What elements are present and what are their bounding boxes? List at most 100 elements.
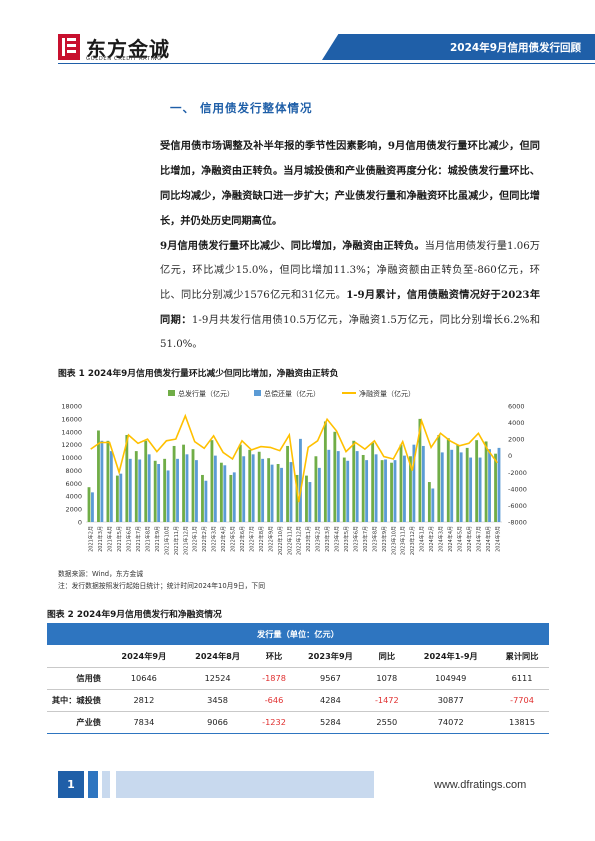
x-tick-label: 2024年1月 [419, 526, 426, 552]
bar-issuance [427, 482, 431, 522]
bar-issuance [295, 474, 299, 522]
y-tick-label-right: 0 [508, 452, 512, 460]
bar-issuance [456, 444, 460, 522]
y-tick-label-right: 6000 [508, 403, 525, 411]
bar-repayment [327, 449, 331, 522]
bar-repayment [336, 451, 340, 522]
table-cell: -7704 [495, 689, 549, 712]
table-row: 其中：城投债 2812 3458 -646 4284 -1472 30877 -7704 [47, 689, 549, 712]
bar-repayment [403, 455, 406, 522]
x-tick-label: 2022年8月 [258, 526, 265, 552]
bar-issuance [399, 444, 403, 522]
column-header: 同比 [367, 645, 407, 668]
x-tick-label: 2021年6月 [126, 526, 133, 552]
bar-repayment [119, 473, 123, 522]
x-tick-label: 2023年8月 [371, 526, 378, 552]
bar-repayment [355, 451, 359, 522]
x-tick-label: 2022年6月 [239, 526, 246, 552]
table-cell: 10646 [107, 667, 181, 690]
bar-issuance [134, 451, 138, 522]
bar-issuance [333, 431, 337, 522]
x-tick-label: 2021年4月 [107, 526, 114, 552]
bar-issuance [286, 445, 289, 522]
x-tick-label: 2023年9月 [381, 526, 388, 552]
bar-issuance [352, 440, 356, 522]
bar-issuance [257, 451, 261, 522]
bar-repayment [270, 464, 274, 522]
bar-issuance [409, 456, 412, 522]
column-header: 2024年9月 [107, 645, 181, 668]
column-header: 2024年1-9月 [406, 645, 496, 668]
bar-repayment [469, 457, 473, 522]
column-header: 2024年8月 [180, 645, 255, 668]
column-header: 2023年9月 [293, 645, 368, 668]
bar-issuance [229, 474, 233, 522]
table-cell: -646 [254, 689, 294, 712]
bar-issuance [267, 458, 271, 522]
bar-issuance [238, 444, 242, 522]
x-tick-label: 2024年2月 [428, 526, 435, 552]
header-band: 2024年9月信用债发行回顾 [322, 34, 595, 60]
section-title: 一、 信用债发行整体情况 [170, 101, 313, 115]
line-net-financing [90, 413, 498, 503]
table-row: 信用债 10646 12524 -1878 9567 1078 104949 6111 [47, 667, 549, 690]
bar-repayment [242, 456, 246, 522]
bar-issuance [418, 418, 422, 522]
detail-lead: 9月信用债发行量环比减少、同比增加，净融资由正转负。 [160, 240, 425, 252]
x-tick-label: 2023年6月 [352, 526, 359, 552]
bar-repayment [289, 462, 293, 522]
x-tick-label: 2021年9月 [154, 526, 161, 552]
bar-repayment [204, 480, 208, 522]
bar-repayment [147, 454, 151, 522]
table-cell: -1878 [254, 667, 294, 690]
y-tick-label-left: 2000 [65, 506, 82, 514]
table-cell: 12524 [180, 667, 255, 690]
bar-repayment [251, 454, 255, 522]
bar-issuance [446, 438, 450, 522]
summary-text: 受信用债市场调整及补半年报的季节性因素影响，9月信用债发行量环比减少，但同比增加… [160, 140, 540, 227]
bar-repayment [346, 460, 350, 522]
bar-issuance [475, 440, 479, 522]
bar-issuance [163, 458, 167, 522]
y-tick-label-left: 8000 [65, 467, 82, 475]
bar-issuance [201, 474, 204, 522]
bar-issuance [153, 460, 157, 522]
bar-issuance [371, 442, 375, 522]
bar-repayment [384, 459, 387, 522]
note-text: 注：发行数据按照发行起始日统计；统计时间2024年10月9日，下同 [58, 582, 265, 590]
bar-repayment [317, 467, 321, 522]
bar-repayment [157, 464, 161, 522]
x-tick-label: 2022年4月 [220, 526, 227, 552]
table-cell: 74072 [406, 711, 496, 734]
bar-issuance [182, 444, 185, 522]
x-tick-label: 2023年1月 [305, 526, 312, 552]
y-tick-label-left: 14000 [61, 428, 82, 436]
y-tick-label-right: -4000 [508, 485, 527, 493]
bar-issuance [144, 440, 148, 522]
legend-swatch [168, 390, 175, 396]
bar-issuance [106, 440, 110, 522]
table-cell: -1472 [367, 689, 407, 712]
x-tick-label: 2023年2月 [315, 526, 322, 552]
bar-issuance [380, 460, 384, 522]
bar-repayment [91, 492, 94, 522]
detail-paragraph: 9月信用债发行量环比减少、同比增加，净融资由正转负。当月信用债发行量1.06万亿… [160, 234, 540, 357]
figure-caption: 图表 1 2024年9月信用债发行量环比减少但同比增加，净融资由正转负 [58, 369, 339, 379]
bar-repayment [393, 460, 397, 522]
x-tick-label: 2021年11月 [173, 526, 180, 555]
x-tick-label: 2023年5月 [343, 526, 350, 552]
x-tick-label: 2022年1月 [192, 526, 199, 552]
issuance-table: 发行量（单位：亿元） 2024年9月 2024年8月 环比 2023年9月 同比 2024… [47, 623, 549, 734]
bar-repayment [280, 467, 283, 522]
legend-label: 净融资量（亿元） [359, 389, 415, 398]
x-tick-label: 2024年5月 [456, 526, 463, 552]
y-tick-label-right: 2000 [508, 436, 525, 444]
x-tick-label: 2022年12月 [296, 526, 303, 555]
bar-issuance [172, 445, 176, 522]
bar-repayment [195, 460, 198, 522]
source-note: 数据来源：Wind，东方金诚 注：发行数据按照发行起始日统计；统计时间2024年… [58, 568, 265, 592]
y-tick-label-left: 4000 [65, 493, 82, 501]
table-cell: 7834 [107, 711, 181, 734]
table-cell: 104949 [406, 667, 496, 690]
row-label: 其中：城投债 [47, 689, 107, 712]
